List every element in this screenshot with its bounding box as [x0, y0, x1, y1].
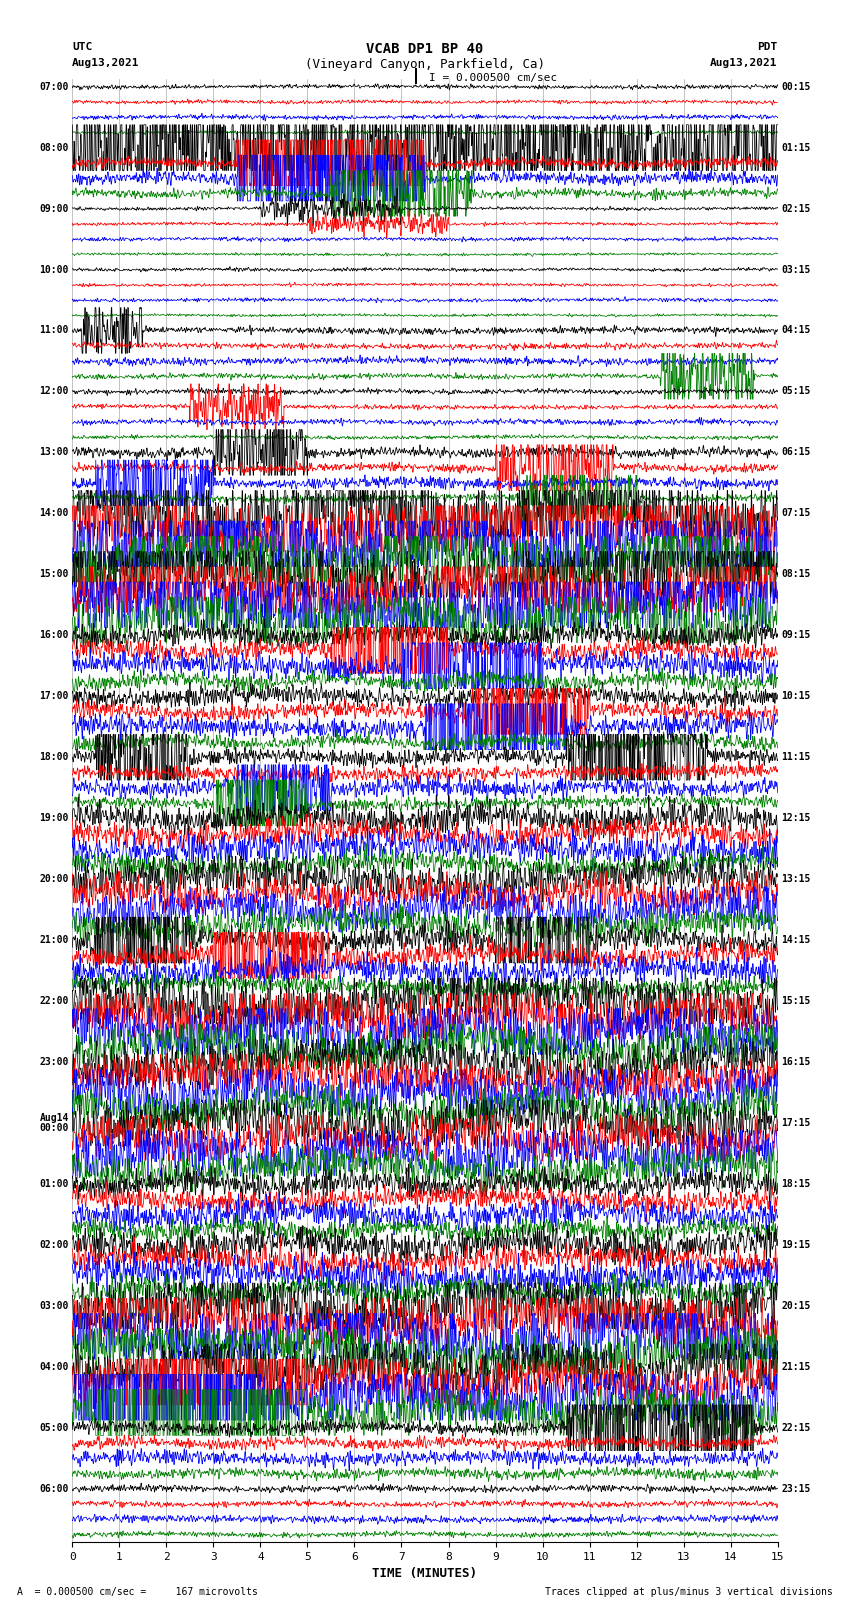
X-axis label: TIME (MINUTES): TIME (MINUTES) — [372, 1568, 478, 1581]
Text: 21:15: 21:15 — [781, 1361, 811, 1371]
Text: 22:15: 22:15 — [781, 1423, 811, 1432]
Text: 03:00: 03:00 — [39, 1300, 69, 1311]
Text: 07:00: 07:00 — [39, 82, 69, 92]
Text: 09:15: 09:15 — [781, 631, 811, 640]
Text: 18:15: 18:15 — [781, 1179, 811, 1189]
Text: 11:15: 11:15 — [781, 752, 811, 763]
Text: 15:15: 15:15 — [781, 995, 811, 1007]
Text: 14:00: 14:00 — [39, 508, 69, 518]
Text: 20:15: 20:15 — [781, 1300, 811, 1311]
Text: 06:00: 06:00 — [39, 1484, 69, 1494]
Text: 08:00: 08:00 — [39, 142, 69, 153]
Text: Traces clipped at plus/minus 3 vertical divisions: Traces clipped at plus/minus 3 vertical … — [545, 1587, 833, 1597]
Text: 11:00: 11:00 — [39, 326, 69, 336]
Text: 12:15: 12:15 — [781, 813, 811, 823]
Text: UTC: UTC — [72, 42, 93, 52]
Text: 20:00: 20:00 — [39, 874, 69, 884]
Text: Aug13,2021: Aug13,2021 — [711, 58, 778, 68]
Text: 23:00: 23:00 — [39, 1057, 69, 1066]
Text: VCAB DP1 BP 40: VCAB DP1 BP 40 — [366, 42, 484, 56]
Text: I = 0.000500 cm/sec: I = 0.000500 cm/sec — [429, 73, 558, 82]
Text: 21:00: 21:00 — [39, 936, 69, 945]
Text: PDT: PDT — [757, 42, 778, 52]
Text: 02:00: 02:00 — [39, 1240, 69, 1250]
Text: 01:00: 01:00 — [39, 1179, 69, 1189]
Text: 06:15: 06:15 — [781, 447, 811, 458]
Text: 17:15: 17:15 — [781, 1118, 811, 1127]
Text: 17:00: 17:00 — [39, 692, 69, 702]
Text: 07:15: 07:15 — [781, 508, 811, 518]
Text: 04:15: 04:15 — [781, 326, 811, 336]
Text: 19:00: 19:00 — [39, 813, 69, 823]
Text: 00:00: 00:00 — [39, 1123, 69, 1132]
Text: Aug13,2021: Aug13,2021 — [72, 58, 139, 68]
Text: 12:00: 12:00 — [39, 387, 69, 397]
Text: 03:15: 03:15 — [781, 265, 811, 274]
Text: 13:00: 13:00 — [39, 447, 69, 458]
Text: 14:15: 14:15 — [781, 936, 811, 945]
Text: 02:15: 02:15 — [781, 203, 811, 213]
Text: 05:15: 05:15 — [781, 387, 811, 397]
Text: 23:15: 23:15 — [781, 1484, 811, 1494]
Text: 04:00: 04:00 — [39, 1361, 69, 1371]
Text: 10:00: 10:00 — [39, 265, 69, 274]
Text: 18:00: 18:00 — [39, 752, 69, 763]
Text: (Vineyard Canyon, Parkfield, Ca): (Vineyard Canyon, Parkfield, Ca) — [305, 58, 545, 71]
Text: 16:00: 16:00 — [39, 631, 69, 640]
Text: 09:00: 09:00 — [39, 203, 69, 213]
Text: 01:15: 01:15 — [781, 142, 811, 153]
Text: 05:00: 05:00 — [39, 1423, 69, 1432]
Text: 08:15: 08:15 — [781, 569, 811, 579]
Text: 16:15: 16:15 — [781, 1057, 811, 1066]
Text: A  = 0.000500 cm/sec =     167 microvolts: A = 0.000500 cm/sec = 167 microvolts — [17, 1587, 258, 1597]
Text: 19:15: 19:15 — [781, 1240, 811, 1250]
Text: 22:00: 22:00 — [39, 995, 69, 1007]
Text: 15:00: 15:00 — [39, 569, 69, 579]
Text: 13:15: 13:15 — [781, 874, 811, 884]
Text: 00:15: 00:15 — [781, 82, 811, 92]
Text: Aug14: Aug14 — [39, 1113, 69, 1123]
Text: 10:15: 10:15 — [781, 692, 811, 702]
